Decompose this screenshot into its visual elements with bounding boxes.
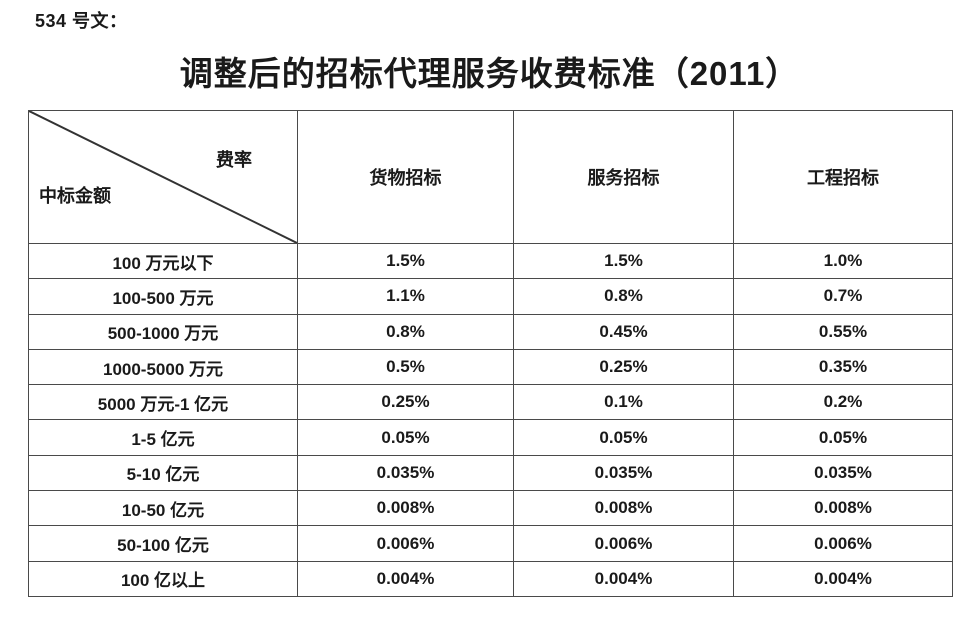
row-label: 100-500 万元 xyxy=(28,278,298,315)
rate-cell: 0.8% xyxy=(297,313,514,350)
table-row: 100-500 万元 1.1% 0.8% 0.7% xyxy=(28,278,953,315)
rate-cell: 0.45% xyxy=(513,313,734,350)
row-label: 5-10 亿元 xyxy=(28,454,298,492)
rate-cell: 0.006% xyxy=(733,525,953,562)
rate-cell: 1.1% xyxy=(297,278,514,315)
rate-cell: 0.35% xyxy=(733,348,953,386)
rate-cell: 0.004% xyxy=(733,560,953,597)
table-row: 5000 万元-1 亿元 0.25% 0.1% 0.2% xyxy=(28,384,953,421)
rate-cell: 0.55% xyxy=(733,313,953,350)
rate-cell: 0.008% xyxy=(513,490,734,527)
rate-cell: 0.05% xyxy=(733,419,953,456)
row-label: 5000 万元-1 亿元 xyxy=(28,384,298,421)
row-label: 100 万元以下 xyxy=(28,242,298,280)
fee-rate-table: 费率 中标金额 货物招标 服务招标 工程招标 100 万元以下 1.5% 1.5… xyxy=(28,110,953,597)
page-title: 调整后的招标代理服务收费标准（2011） xyxy=(179,55,800,92)
row-label: 1000-5000 万元 xyxy=(28,348,298,386)
rate-cell: 1.0% xyxy=(733,242,953,280)
row-label: 500-1000 万元 xyxy=(28,313,298,350)
table-row: 10-50 亿元 0.008% 0.008% 0.008% xyxy=(28,490,953,527)
rate-cell: 0.035% xyxy=(513,454,734,492)
table-row: 100 亿以上 0.004% 0.004% 0.004% xyxy=(28,560,953,597)
rate-cell: 0.05% xyxy=(297,419,514,456)
table-row: 1000-5000 万元 0.5% 0.25% 0.35% xyxy=(28,348,953,386)
row-label: 50-100 亿元 xyxy=(28,525,298,562)
rate-cell: 0.7% xyxy=(733,278,953,315)
rate-cell: 0.006% xyxy=(513,525,734,562)
corner-header-cell: 费率 中标金额 xyxy=(28,110,298,244)
table-header-row: 费率 中标金额 货物招标 服务招标 工程招标 xyxy=(28,110,953,244)
rate-cell: 0.035% xyxy=(297,454,514,492)
rate-cell: 0.004% xyxy=(513,560,734,597)
table-row: 50-100 亿元 0.006% 0.006% 0.006% xyxy=(28,525,953,562)
rate-cell: 0.035% xyxy=(733,454,953,492)
rate-cell: 0.004% xyxy=(297,560,514,597)
rate-cell: 0.1% xyxy=(513,384,734,421)
rate-cell: 0.008% xyxy=(733,490,953,527)
doc-number-label: 534 号文： xyxy=(35,11,128,31)
column-header-works: 工程招标 xyxy=(733,110,953,244)
column-header-service: 服务招标 xyxy=(513,110,734,244)
rate-cell: 0.05% xyxy=(513,419,734,456)
diagonal-divider-line xyxy=(29,111,297,243)
rate-cell: 0.008% xyxy=(297,490,514,527)
row-label: 10-50 亿元 xyxy=(28,490,298,527)
table-row: 5-10 亿元 0.035% 0.035% 0.035% xyxy=(28,454,953,492)
row-label: 100 亿以上 xyxy=(28,560,298,597)
row-label: 1-5 亿元 xyxy=(28,419,298,456)
rate-cell: 1.5% xyxy=(513,242,734,280)
rate-cell: 0.25% xyxy=(297,384,514,421)
rate-cell: 0.8% xyxy=(513,278,734,315)
corner-fee-rate-label: 费率 xyxy=(216,150,252,170)
rate-cell: 0.006% xyxy=(297,525,514,562)
column-header-goods: 货物招标 xyxy=(297,110,514,244)
table-row: 500-1000 万元 0.8% 0.45% 0.55% xyxy=(28,313,953,350)
rate-cell: 0.25% xyxy=(513,348,734,386)
table-row: 100 万元以下 1.5% 1.5% 1.0% xyxy=(28,242,953,280)
corner-bid-amount-label: 中标金额 xyxy=(39,186,111,206)
rate-cell: 0.2% xyxy=(733,384,953,421)
table-row: 1-5 亿元 0.05% 0.05% 0.05% xyxy=(28,419,953,456)
rate-cell: 1.5% xyxy=(297,242,514,280)
rate-cell: 0.5% xyxy=(297,348,514,386)
